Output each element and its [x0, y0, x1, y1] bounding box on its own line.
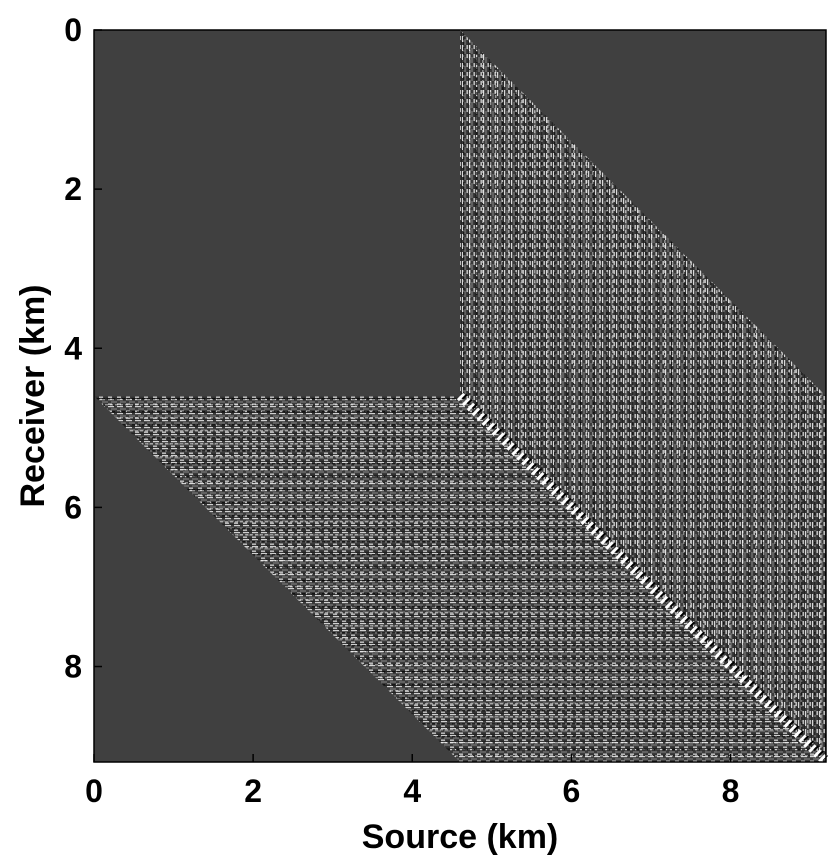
x-tick-label: 6: [562, 773, 580, 809]
x-tick-label: 0: [85, 773, 103, 809]
y-axis-label: Receiver (km): [14, 284, 52, 507]
plot-area: [93, 29, 830, 766]
x-tick-label: 4: [403, 773, 421, 809]
y-tick-label: 6: [64, 489, 82, 525]
frame: [93, 29, 827, 763]
y-tick-label: 8: [64, 649, 82, 685]
x-axis-label: Source (km): [362, 818, 559, 856]
direct-wave-dark: [461, 393, 829, 761]
texture-upper-noise: [460, 30, 826, 762]
direct-wave: [456, 392, 830, 766]
y-tick-label: 0: [64, 12, 82, 48]
y-tick-label: 2: [64, 171, 82, 207]
x-tick-label: 8: [722, 773, 740, 809]
texture-lower-noise: [94, 396, 826, 762]
y-tick-label: 4: [64, 330, 82, 366]
x-tick-label: 2: [244, 773, 262, 809]
